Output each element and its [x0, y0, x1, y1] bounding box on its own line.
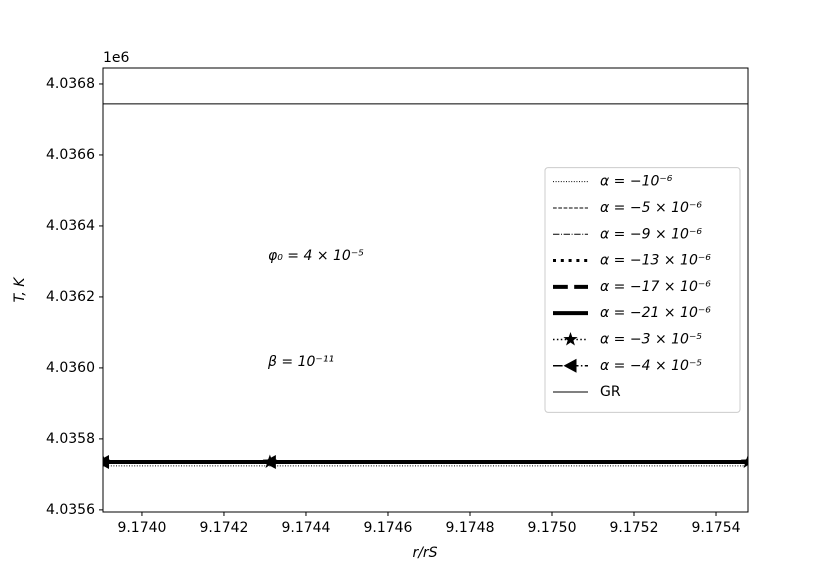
x-tick-label: 9.1746	[363, 520, 412, 536]
legend-label: α = −3 × 10⁻⁵	[600, 331, 702, 347]
y-tick-label: 4.0366	[46, 147, 95, 163]
x-tick-label: 9.1748	[445, 520, 494, 536]
x-tick-label: 9.1752	[610, 520, 659, 536]
annotation: φ₀ = 4 × 10⁻⁵	[268, 248, 364, 264]
legend-label: α = −10⁻⁶	[600, 174, 673, 190]
y-tick-label: 4.0358	[46, 431, 95, 447]
legend-label: α = −5 × 10⁻⁶	[600, 200, 702, 216]
y-tick-label: 4.0368	[46, 76, 95, 92]
x-tick-label: 9.1750	[527, 520, 576, 536]
x-tick-label: 9.1742	[199, 520, 248, 536]
legend-label: α = −13 × 10⁻⁶	[600, 253, 711, 269]
series-marker	[262, 454, 276, 469]
axes-frame	[102, 67, 749, 513]
legend-marker	[563, 331, 578, 346]
x-tick-label: 9.1744	[281, 520, 330, 536]
legend-label: α = −17 × 10⁻⁶	[600, 279, 711, 295]
x-tick-label: 9.1740	[117, 520, 166, 536]
y-tick-label: 4.0362	[46, 289, 95, 305]
y-axis-label: T, K	[12, 276, 28, 303]
legend-marker	[563, 358, 577, 373]
y-tick-label: 4.0356	[46, 502, 95, 518]
legend-label: α = −4 × 10⁻⁵	[600, 358, 702, 374]
legend-label: GR	[600, 384, 621, 400]
annotation: β = 10⁻¹¹	[267, 354, 334, 370]
x-axis-label: r/rS	[412, 545, 437, 561]
legend-label: α = −21 × 10⁻⁶	[600, 305, 711, 321]
y-tick-label: 4.0364	[46, 218, 95, 234]
y-tick-label: 4.0360	[46, 360, 95, 376]
legend: α = −10⁻⁶ α = −5 × 10⁻⁶ α = −9 × 10⁻⁶ α = −…	[544, 167, 741, 413]
x-tick-label: 9.1754	[692, 520, 741, 536]
series-marker	[741, 458, 748, 466]
legend-label: α = −9 × 10⁻⁶	[600, 226, 702, 242]
plot-area	[103, 103, 748, 469]
offset-text: 1e6	[103, 50, 130, 66]
legend-box	[544, 167, 741, 413]
series-marker	[103, 454, 109, 469]
